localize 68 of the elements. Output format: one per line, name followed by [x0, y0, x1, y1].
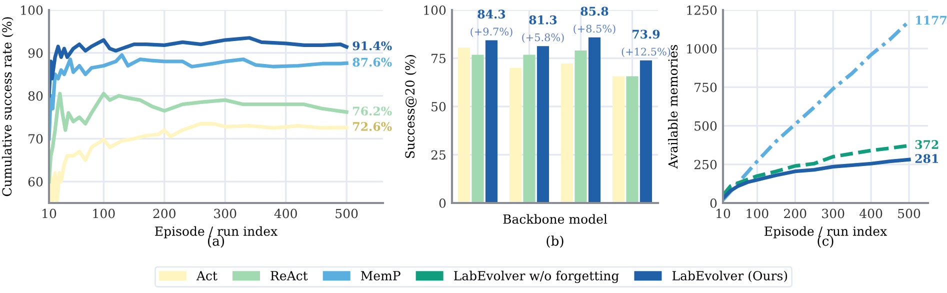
y-tick-label: 100: [424, 5, 446, 15]
bar: [574, 50, 587, 203]
y-tick-label: 50: [432, 102, 446, 112]
text: (b): [546, 236, 564, 248]
y-axis-title: Cumulative success rate (%): [2, 17, 14, 196]
data-label: 281: [915, 154, 938, 164]
y-tick-label: 80: [28, 91, 43, 101]
x-tick-label: 10: [42, 208, 56, 218]
bar: [509, 68, 522, 203]
y-tick-label: 750: [694, 82, 717, 92]
bar: [523, 54, 536, 203]
x-tick-label: 300: [822, 208, 844, 218]
bar: [485, 40, 498, 203]
x-tick-label: 500: [336, 208, 358, 218]
bar: [560, 63, 574, 203]
bar: [536, 46, 550, 203]
bar: [588, 37, 601, 203]
data-label: 84.3 (+9.7%): [470, 10, 512, 37]
legend-label: Act: [196, 271, 218, 280]
data-label: 76.2%: [353, 106, 392, 116]
line-series: [49, 92, 348, 184]
y-axis-title: Available memories: [668, 45, 678, 169]
line-series: [49, 53, 348, 140]
x-tick-label: 10: [716, 208, 730, 218]
x-tick-label: 500: [898, 208, 920, 218]
y-tick-label: 60: [28, 177, 43, 186]
y-tick-label: 90: [28, 48, 43, 58]
line-series: [49, 36, 348, 98]
data-label: 81.3 (+5.8%): [522, 15, 564, 43]
line-series: [49, 122, 348, 203]
data-label: 73.9 (+12.5%): [622, 30, 670, 58]
data-label: 72.6%: [353, 122, 392, 131]
y-tick-label: 0: [710, 198, 717, 208]
y-tick-label: 250: [694, 160, 717, 170]
data-label: 87.6%: [352, 58, 392, 67]
bar: [472, 54, 484, 203]
text: (a): [208, 236, 224, 248]
data-label: 91.4%: [352, 41, 392, 50]
x-tick-label: 200: [153, 208, 176, 218]
legend-label: ReAct: [270, 271, 308, 280]
y-tick-label: 100: [21, 5, 43, 15]
x-tick-label: 200: [784, 208, 806, 218]
legend-label: MemP: [360, 271, 400, 280]
text: (c): [818, 236, 834, 248]
y-tick-label: 500: [694, 121, 717, 131]
bar: [640, 60, 652, 203]
y-tick-label: 1250: [687, 5, 717, 15]
y-tick-label: 0: [439, 198, 446, 208]
y-tick-label: 75: [432, 54, 446, 64]
bar: [458, 48, 470, 203]
x-tick-label: 100: [93, 208, 115, 218]
x-axis-title: Backbone model: [503, 214, 608, 224]
data-label: 1177: [916, 16, 946, 25]
data-label: 372: [915, 140, 938, 149]
legend-label: LabEvolver w/o forgetting: [454, 270, 619, 283]
bar: [626, 76, 638, 203]
x-tick-label: 400: [860, 208, 882, 218]
y-tick-label: 25: [431, 150, 446, 160]
x-tick-label: 400: [274, 208, 297, 218]
y-tick-label: 70: [28, 134, 43, 144]
legend-label: LabEvolver (Ours): [672, 270, 788, 282]
bar: [612, 76, 625, 203]
x-tick-label: 100: [746, 208, 768, 218]
data-label: 85.8 (+8.5%): [574, 6, 616, 34]
line-series: [723, 158, 911, 200]
y-axis-title: Success@20 (%): [404, 55, 417, 158]
x-tick-label: 300: [214, 208, 236, 218]
y-tick-label: 1000: [687, 44, 717, 54]
